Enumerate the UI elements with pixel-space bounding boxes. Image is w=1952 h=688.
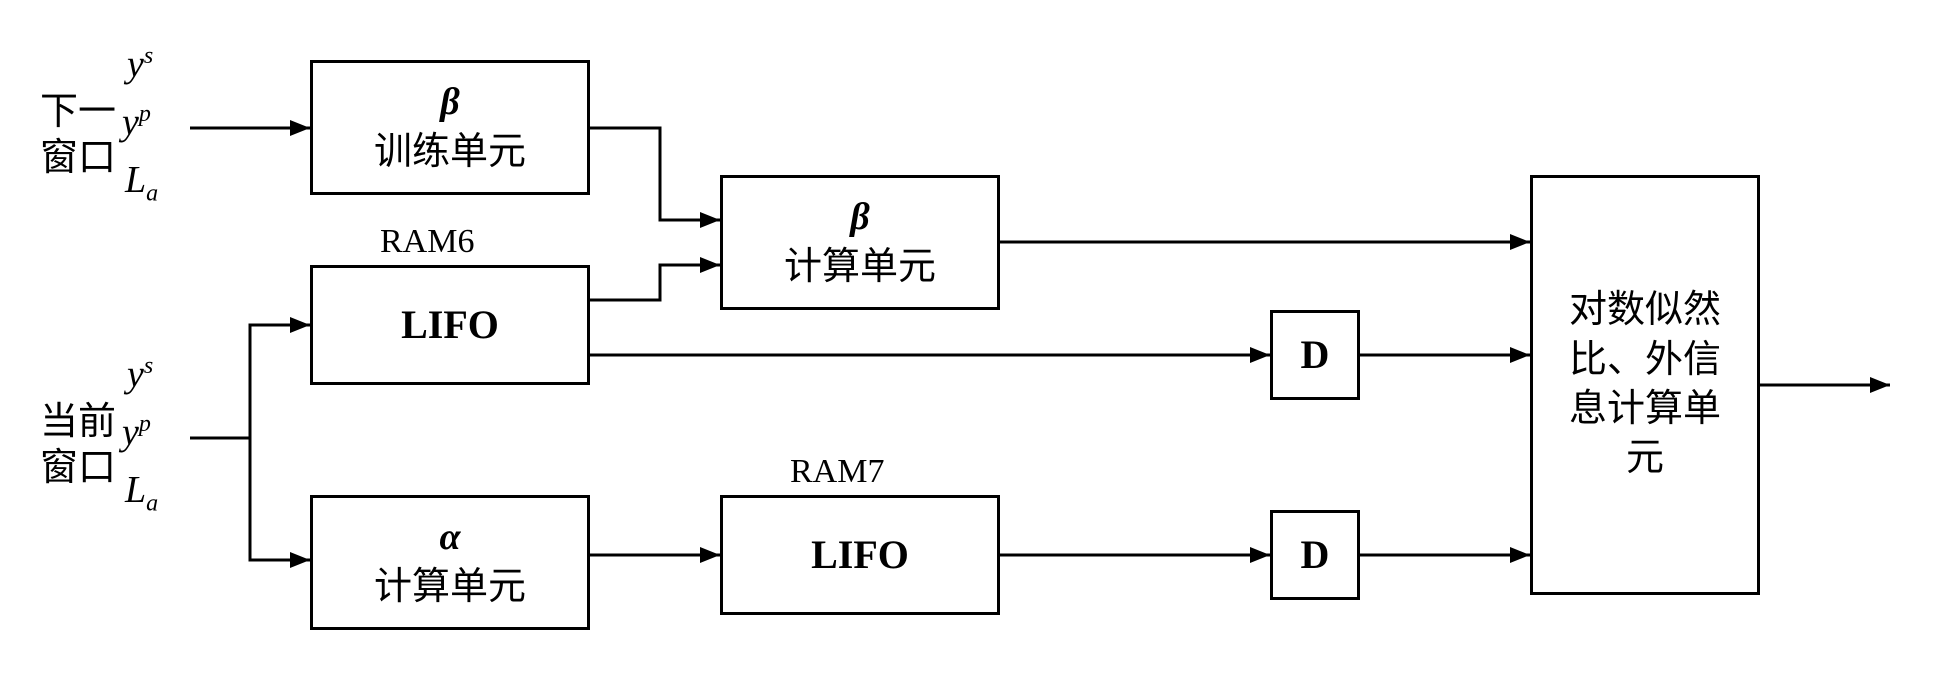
node-lifo6: LIFO: [310, 265, 590, 385]
text: D: [1301, 329, 1330, 381]
node-beta-calc: β 计算单元: [720, 175, 1000, 310]
text: 元: [1626, 434, 1664, 483]
text: 对数似然: [1569, 286, 1721, 335]
input1-sig1: ys: [127, 42, 153, 88]
text: 窗口: [40, 447, 116, 489]
text: 当前: [40, 401, 116, 443]
diagram-canvas: 下一 窗口 ys yp La 当前 窗口 ys yp La β 训练单元 β 计…: [20, 20, 1952, 668]
text: 计算单元: [784, 243, 936, 292]
text: D: [1301, 529, 1330, 581]
input-group-1-label: 下一 窗口: [40, 90, 116, 181]
text: 息计算单: [1569, 385, 1721, 434]
node-llr: 对数似然 比、外信 息计算单 元: [1530, 175, 1760, 595]
input2-sig2: yp: [122, 410, 151, 456]
input1-sig2: yp: [122, 100, 151, 146]
text: 下一: [40, 91, 116, 133]
input2-sig3: La: [125, 468, 158, 518]
beta-symbol: β: [850, 193, 869, 242]
ram7-label: RAM7: [790, 452, 884, 493]
text: 计算单元: [374, 563, 526, 612]
text: 窗口: [40, 137, 116, 179]
beta-symbol: β: [440, 78, 459, 127]
text: 比、外信: [1569, 336, 1721, 385]
alpha-symbol: α: [439, 513, 460, 562]
text: 训练单元: [374, 128, 526, 177]
node-beta-train: β 训练单元: [310, 60, 590, 195]
input-group-2-label: 当前 窗口: [40, 400, 116, 491]
node-lifo7: LIFO: [720, 495, 1000, 615]
text: LIFO: [401, 299, 499, 351]
node-alpha-calc: α 计算单元: [310, 495, 590, 630]
node-d1: D: [1270, 310, 1360, 400]
ram6-label: RAM6: [380, 222, 474, 263]
input2-sig1: ys: [127, 352, 153, 398]
node-d2: D: [1270, 510, 1360, 600]
text: LIFO: [811, 529, 909, 581]
input1-sig3: La: [125, 158, 158, 208]
